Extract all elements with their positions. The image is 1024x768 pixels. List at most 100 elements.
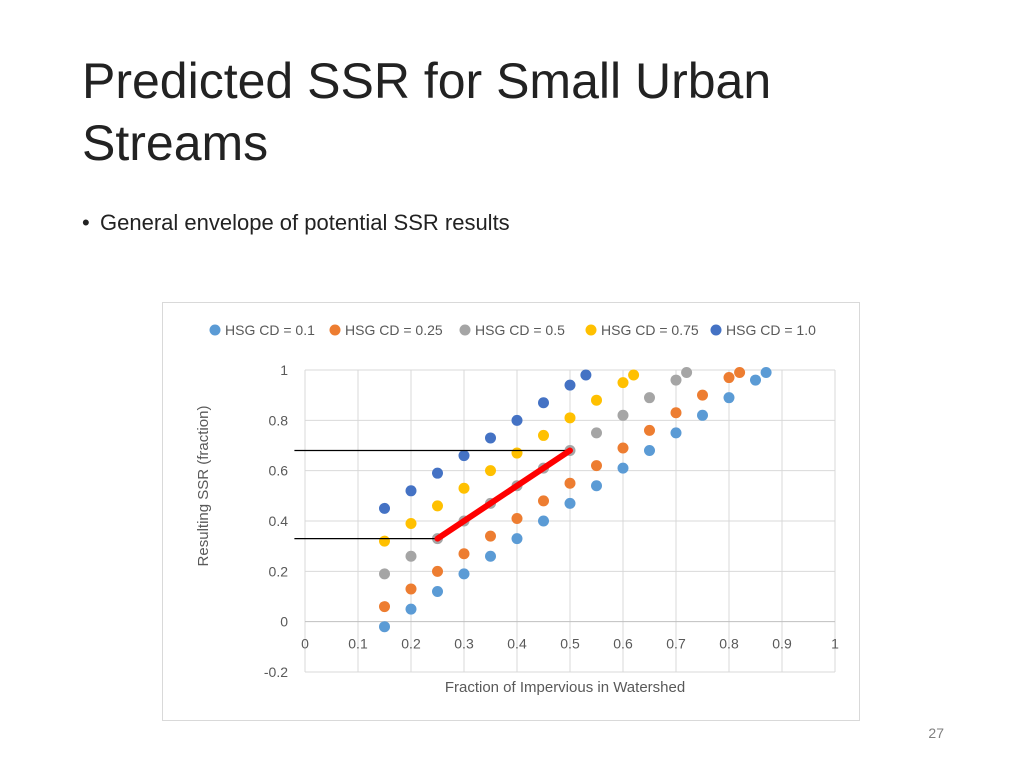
data-point [538, 495, 549, 507]
y-axis-label: Resulting SSR (fraction) [195, 406, 212, 567]
data-point [723, 372, 735, 384]
axis-tick-labels: 0 0.1 0.2 0.3 0.4 0.5 0.6 0.7 0.8 0.9 1 -0.2 0 0.2 0.4… [264, 362, 839, 680]
legend-marker [710, 324, 722, 336]
y-tick-label: 0.6 [269, 463, 289, 479]
data-point [580, 369, 592, 381]
chart-legend: HSG CD = 0.1 HSG CD = 0.25 HSG CD = 0.5 HSG… [209, 322, 816, 338]
data-point [564, 497, 576, 509]
x-tick-label: 1 [831, 636, 839, 652]
data-point [670, 407, 682, 419]
data-point [564, 412, 576, 424]
data-point [628, 369, 640, 381]
data-point [564, 477, 576, 489]
data-point [511, 414, 523, 426]
page-number: 27 [928, 725, 944, 741]
x-tick-label: 0.4 [507, 636, 527, 652]
x-tick-label: 0.2 [401, 636, 421, 652]
data-point [617, 377, 629, 389]
slide-title: Predicted SSR for Small Urban Streams [82, 53, 772, 171]
data-point [511, 512, 523, 524]
data-point [432, 565, 443, 577]
data-point [458, 482, 470, 494]
y-tick-label: 0.4 [269, 513, 289, 529]
x-tick-label: 0.7 [666, 636, 686, 652]
legend-label: HSG CD = 0.5 [475, 322, 565, 338]
y-tick-label: 0 [280, 614, 288, 630]
data-point [485, 432, 496, 444]
data-point [670, 427, 682, 439]
data-point [432, 500, 443, 512]
legend-label: HSG CD = 0.25 [345, 322, 443, 338]
data-point [432, 585, 443, 597]
x-tick-label: 0.3 [454, 636, 474, 652]
legend-label: HSG CD = 0.75 [601, 322, 699, 338]
data-point [617, 409, 629, 421]
data-point [760, 367, 772, 379]
data-point [485, 530, 496, 542]
data-points [379, 367, 772, 633]
data-point [644, 445, 655, 457]
data-point [644, 424, 655, 436]
data-point [697, 409, 708, 421]
x-tick-label: 0.6 [613, 636, 633, 652]
legend-marker [329, 324, 341, 336]
data-point [681, 367, 693, 379]
data-point [591, 460, 602, 472]
chart-container: HSG CD = 0.1 HSG CD = 0.25 HSG CD = 0.5 HSG… [162, 302, 860, 721]
data-point [458, 568, 470, 580]
chart-annotations [294, 447, 573, 542]
data-point [644, 392, 655, 404]
x-axis-label: Fraction of Impervious in Watershed [445, 679, 685, 696]
data-point [564, 379, 576, 391]
legend-marker [585, 324, 597, 336]
y-tick-label: 0.8 [269, 412, 289, 428]
x-tick-label: 0 [301, 636, 309, 652]
data-point [734, 367, 746, 379]
legend-label: HSG CD = 1.0 [726, 322, 816, 338]
data-point [485, 465, 496, 477]
data-point [617, 462, 629, 474]
data-point [379, 535, 390, 547]
legend-marker [459, 324, 471, 336]
data-point [538, 515, 549, 527]
data-point [697, 389, 708, 401]
legend-label: HSG CD = 0.1 [225, 322, 315, 338]
x-tick-label: 0.5 [560, 636, 580, 652]
data-point [511, 533, 523, 545]
data-point [511, 447, 523, 459]
data-point [379, 621, 390, 633]
y-tick-label: 0.2 [269, 563, 289, 579]
data-point [405, 518, 417, 530]
data-point [538, 429, 549, 441]
data-point [485, 550, 496, 562]
envelope-line [434, 447, 573, 542]
data-point [591, 394, 602, 406]
x-tick-label: 0.8 [719, 636, 739, 652]
chart-svg: HSG CD = 0.1 HSG CD = 0.25 HSG CD = 0.5 HSG… [195, 322, 839, 696]
data-point [750, 374, 761, 386]
bullet-text: General envelope of potential SSR result… [100, 210, 510, 235]
data-point [538, 397, 549, 409]
data-point [458, 548, 470, 560]
data-point [617, 442, 629, 454]
data-point [405, 603, 417, 615]
data-point [591, 427, 602, 439]
y-tick-label: 1 [280, 362, 288, 378]
data-point [723, 392, 735, 404]
data-point [405, 583, 417, 595]
bullet-item: • General envelope of potential SSR resul… [82, 210, 510, 236]
data-point [379, 502, 390, 514]
data-point [432, 467, 443, 479]
y-tick-label: -0.2 [264, 664, 288, 680]
data-point [458, 450, 470, 462]
data-point [379, 568, 390, 580]
data-point [405, 550, 417, 562]
data-point [591, 480, 602, 492]
data-point [670, 374, 682, 386]
bullet-dot: • [82, 210, 90, 235]
data-point [405, 485, 417, 497]
data-point [379, 601, 390, 613]
legend-marker [209, 324, 221, 336]
x-tick-label: 0.9 [772, 636, 792, 652]
x-tick-label: 0.1 [348, 636, 368, 652]
